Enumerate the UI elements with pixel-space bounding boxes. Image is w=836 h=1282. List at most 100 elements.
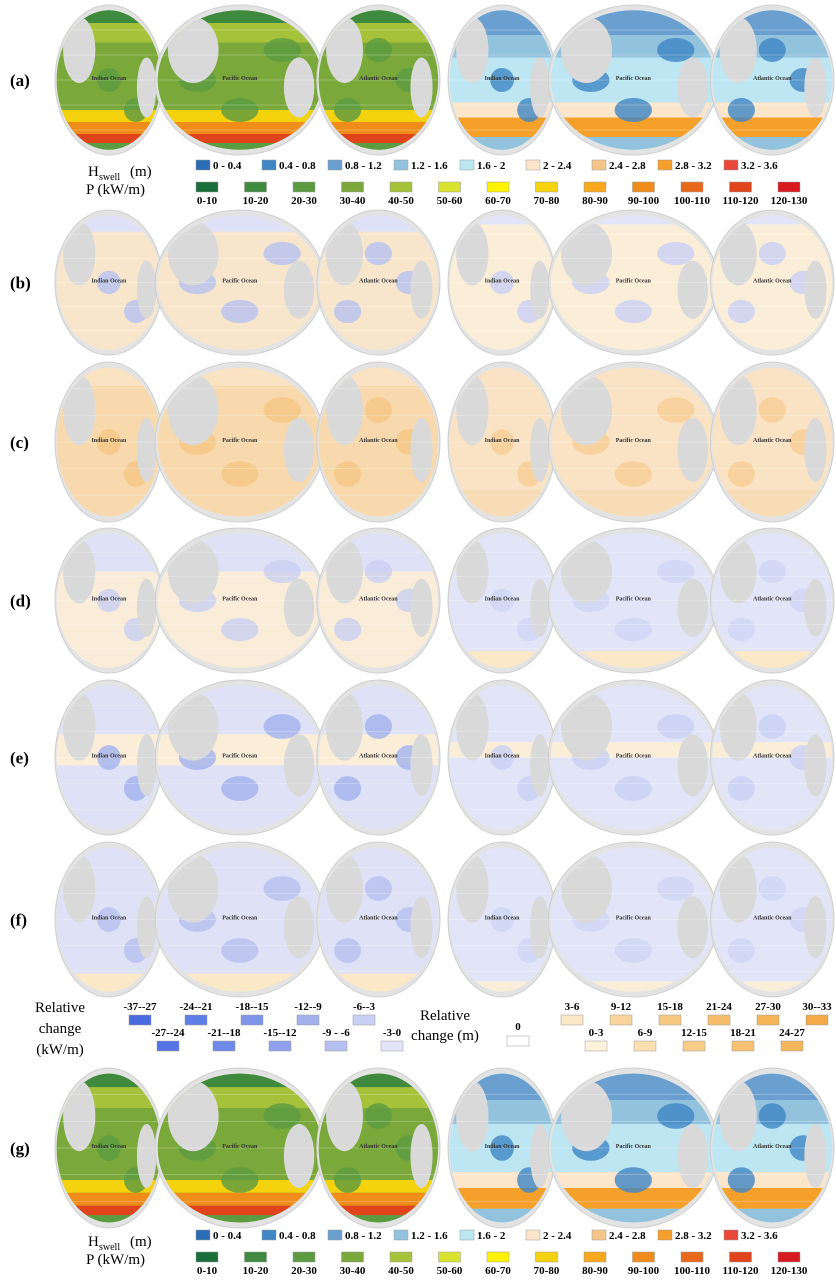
land [720,222,757,286]
ocean-patch [264,242,301,265]
land [561,222,612,286]
ocean-patch [728,618,755,641]
ocean-patch [365,38,392,62]
legend-title: Relative [420,1008,470,1024]
legend-swatch [806,1015,828,1025]
ocean-patch [365,876,392,901]
legend-swatch [658,160,672,170]
panel-label: (c) [10,433,29,452]
ocean-patch [615,776,652,801]
legend-swatch [708,1015,730,1025]
ocean-label: Indian Ocean [91,754,127,760]
legend-label: 0 - 0.4 [213,160,242,172]
legend-label: 50-60 [437,1265,463,1277]
legend-swatch [781,1041,803,1051]
legend-swatch [633,182,655,192]
ocean-patch [728,461,755,487]
ocean-patch [264,38,301,62]
ocean-label: Indian Ocean [485,438,521,444]
legend-label: 2.4 - 2.8 [609,1230,646,1242]
land [677,418,708,482]
legend-swatch [390,1252,412,1262]
legend-swatch [390,182,412,192]
land [63,222,95,286]
ocean-patch [657,242,694,265]
ocean-patch [615,938,652,963]
land [326,1081,363,1151]
land [804,58,826,118]
ocean-patch [657,876,694,901]
legend-title: H [88,164,99,180]
land [456,854,488,922]
land [530,734,549,796]
legend-label: 3-6 [565,1001,580,1013]
land [137,734,156,796]
land [410,1124,432,1188]
legend-swatch [262,160,276,170]
ocean-patch [264,560,301,583]
legend-swatch [659,1015,681,1025]
legend-label: 40-50 [388,195,414,207]
land [63,375,95,445]
ocean-patch [365,714,392,739]
legend-swatch [561,1015,583,1025]
legend-swatch [610,1015,632,1025]
panel-label: (d) [10,592,31,611]
legend-label: 120-130 [771,1265,808,1277]
legend-label: 24-27 [779,1027,805,1039]
legend-label: 1.2 - 1.6 [411,160,448,172]
land [137,896,156,958]
legend-swatch [439,1252,461,1262]
ocean-patch [728,938,755,963]
ocean-patch [264,714,301,739]
legend-label: -37--27 [124,1001,157,1013]
legend-swatch [297,1015,319,1025]
ocean-patch [221,1167,258,1193]
land [326,540,363,604]
ocean-label: Atlantic Ocean [753,1144,792,1150]
legend-swatch [683,1041,705,1051]
land [168,222,219,286]
map: Indian OceanPacific OceanAtlantic Ocean [448,528,834,673]
ocean-label: Pacific Ocean [222,916,258,922]
land [284,418,314,482]
ocean-patch [759,714,786,739]
land [63,17,95,83]
ocean-label: Indian Ocean [485,916,521,922]
land [804,418,826,482]
legend-swatch [262,1230,276,1240]
ocean-label: Atlantic Ocean [359,916,398,922]
land [168,692,219,760]
legend-swatch [778,1252,800,1262]
legend-label: 0.8 - 1.2 [345,1230,382,1242]
ocean-label: Indian Ocean [485,1144,521,1150]
ocean-label: Pacific Ocean [616,279,652,285]
map: Indian OceanPacific OceanAtlantic Ocean [55,5,440,155]
ocean-patch [334,98,361,122]
legend-swatch [592,1230,606,1240]
land [677,734,708,796]
land [137,58,156,118]
legend-title: P (kW/m) [86,182,145,198]
ocean-patch [221,938,258,963]
legend-label: -15--12 [264,1027,297,1039]
legend-swatch [730,182,752,192]
legend-swatch [507,1036,529,1046]
legend-label: 0-10 [197,1265,218,1277]
legend-swatch [394,1230,408,1240]
ocean-patch [759,560,786,583]
legend-swatch [245,1252,267,1262]
ocean-patch [615,98,652,122]
land [456,540,488,604]
ocean-patch [221,461,258,487]
ocean-band [155,134,324,143]
ocean-patch [365,242,392,265]
ocean-label: Pacific Ocean [222,597,258,603]
land [63,692,95,760]
legend-swatch [129,1015,151,1025]
land [720,1081,757,1151]
legend-swatch [342,1252,364,1262]
land [410,734,432,796]
legend-label: 20-30 [291,195,317,207]
